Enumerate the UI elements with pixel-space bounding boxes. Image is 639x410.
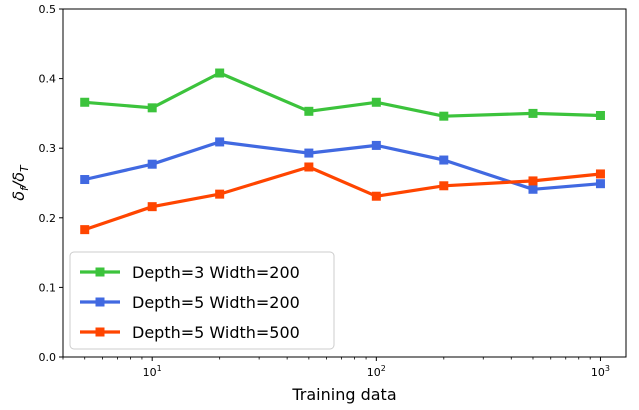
data-point-s2-1 [80,175,90,185]
legend-marker-3 [95,327,105,337]
series-line-2 [83,140,603,191]
data-point-s2-8 [595,179,605,189]
data-point-s3-8 [595,169,605,179]
data-point-s2-3 [215,137,225,147]
y-tick-label-3: 0.2 [39,212,57,225]
data-point-s3-5 [371,191,381,201]
series-line-3 [83,165,603,232]
data-point-s1-1 [80,97,90,107]
y-tick-label-1: 0.0 [39,351,57,364]
data-point-s3-7 [528,176,538,186]
legend-marker-1 [95,267,105,277]
legend-box [69,251,335,350]
data-point-s1-3 [215,68,225,78]
x-axis-title: Training data [291,385,396,404]
x-tick-label-3: 103 [591,364,610,379]
legend-label-3: Depth=5 Width=500 [132,323,300,342]
data-point-s1-5 [371,97,381,107]
legend-label-1: Depth=3 Width=200 [132,263,300,282]
data-point-s3-6 [439,181,449,191]
data-point-s3-1 [80,225,90,235]
y-tick-label-5: 0.4 [39,73,57,86]
data-point-s1-8 [595,110,605,120]
x-tick-label-2: 102 [367,364,386,379]
series-layer [80,68,605,235]
legend: Depth=3 Width=200 Depth=5 Width=200 Depth=… [69,251,335,350]
y-tick-label-4: 0.3 [39,142,57,155]
data-point-s1-2 [147,103,157,113]
data-point-s2-4 [304,148,314,158]
plot-frame [62,8,627,358]
y-tick-label-6: 0.5 [39,3,57,16]
data-point-s3-2 [147,202,157,212]
y-axis-title: δf/δT [9,164,31,201]
y-tick-label-2: 0.1 [39,281,57,294]
data-point-s3-4 [304,162,314,172]
data-point-s1-6 [439,111,449,121]
legend-marker-2 [95,297,105,307]
data-point-s3-3 [215,189,225,199]
data-point-s2-5 [371,140,381,150]
data-point-s2-2 [147,159,157,169]
data-point-s1-4 [304,106,314,116]
data-point-s2-7 [528,184,538,194]
data-point-s1-7 [528,108,538,118]
x-tick-label-1: 101 [143,364,162,379]
series-line-1 [83,71,603,118]
legend-label-2: Depth=5 Width=200 [132,293,300,312]
data-point-s2-6 [439,155,449,165]
axes-layer: 0.0 0.1 0.2 0.3 0.4 0.5 101 102 103 Training data… [9,3,627,404]
